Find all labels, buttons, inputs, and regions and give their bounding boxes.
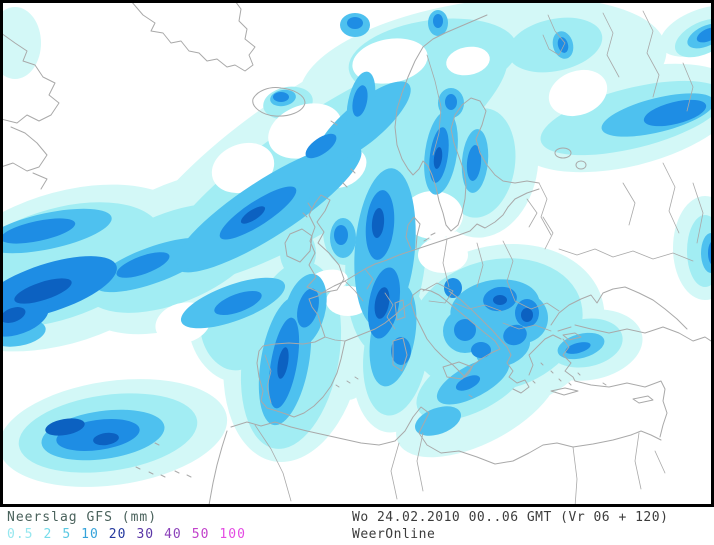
coastlines [3,3,711,504]
turkey-levant-coast [562,338,668,438]
mediterranean-islands [335,376,473,398]
iceland-coast [252,87,306,117]
canary-madeira-islands [135,442,192,478]
greenland-coast [132,3,256,72]
legend-value: 40 [164,527,182,542]
legend-title: Neerslag GFS (mm) [7,510,158,525]
norway-sweden-border [426,54,442,156]
crete-coast [550,387,579,396]
sardinia-coast [392,337,408,372]
legend-scale: 0.5 2 5 10 20 30 40 50 100 [7,526,256,543]
north-atlantic-islands [302,120,356,218]
precip-layer-20mm [3,147,533,446]
lake-ladoga [554,147,572,159]
legend-value: 2 [43,527,53,542]
legend-left: Neerslag GFS (mm) 0.5 2 5 10 20 30 40 50 100 [7,509,256,543]
cyprus-coast [632,395,654,404]
precipitation-map [0,0,714,507]
great-britain-coast [306,194,345,294]
africa-inland-borders [254,424,666,504]
iberia-mediterranean-coast [256,302,412,418]
legend-value: 10 [81,527,99,542]
pyrenees-border [324,336,346,342]
europe-map-canvas [3,3,711,504]
legend-value: 50 [191,527,210,542]
legend-value: 100 [219,527,246,542]
morocco-atlantic-coast [208,430,228,504]
legend-value: 20 [108,527,127,542]
ireland-coast [284,228,313,263]
scandinavia-coast [394,46,540,232]
legend-bar: Neerslag GFS (mm) 0.5 2 5 10 20 30 40 50 100 Wo … [0,507,714,545]
black-sea-south-coast [557,324,711,342]
timestamp: Wo 24.02.2010 00..06 GMT (Vr 06 + 120) [352,510,669,525]
corsica-coast [394,299,406,321]
north-africa-coast [230,406,662,465]
legend-right: Wo 24.02.2010 00..06 GMT (Vr 06 + 120) W… [352,509,668,543]
brand: WeerOnline [352,527,436,542]
lake-onega [575,160,587,170]
russia-borders-rivers [538,10,704,244]
denmark-coast [405,216,436,250]
sicily-coast [442,361,473,380]
balkans-greece-coast [448,290,562,394]
aegean-islands [532,362,607,386]
legend-value: 0.5 [7,527,34,542]
norway-north-coast [422,14,488,48]
north-europe-coast [258,188,540,352]
marmara-sea [562,332,582,341]
legend-value: 30 [136,527,155,542]
black-sea-north-coast [550,286,688,330]
portugal-spain-border [264,354,272,404]
italy-coast [410,288,501,378]
europe-inland-borders [344,198,694,332]
labrador-coast [3,33,60,190]
legend-value: 5 [62,527,72,542]
